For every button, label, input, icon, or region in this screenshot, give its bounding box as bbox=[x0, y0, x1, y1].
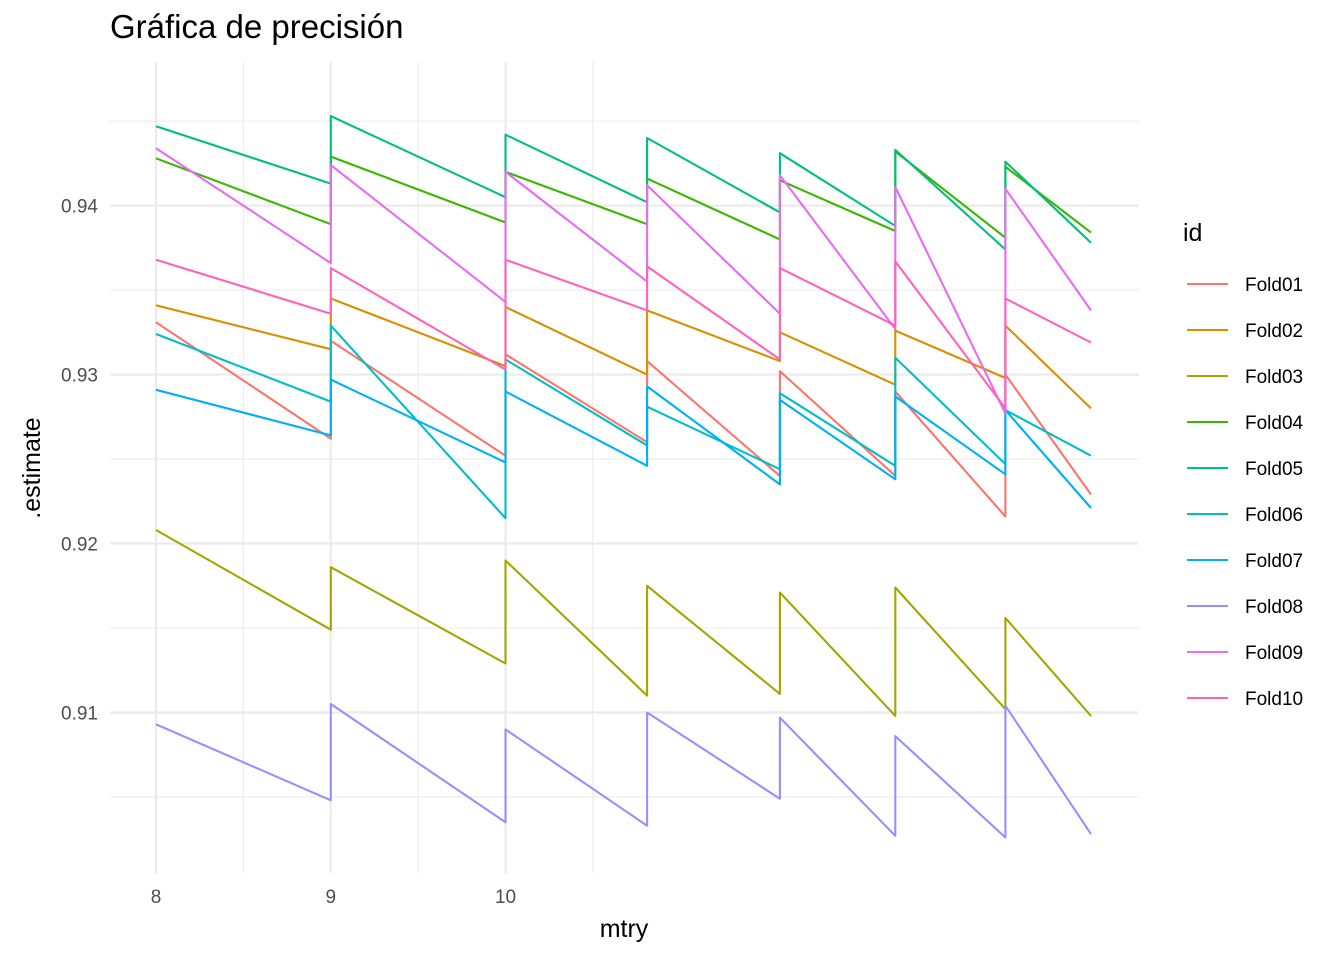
y-tick-label: 0.91 bbox=[61, 703, 98, 724]
y-tick-label: 0.93 bbox=[61, 366, 98, 387]
x-tick-label: 8 bbox=[151, 887, 162, 908]
series-line-fold01 bbox=[155, 321, 1092, 518]
legend-label: Fold03 bbox=[1245, 367, 1303, 388]
series-line-fold02 bbox=[155, 297, 1092, 410]
series-line-fold10 bbox=[155, 258, 1092, 410]
major-gridlines bbox=[110, 62, 1139, 873]
series-lines bbox=[155, 115, 1092, 839]
y-tick-labels: 0.91 0.92 0.93 0.94 bbox=[61, 197, 98, 725]
legend-label: Fold06 bbox=[1245, 505, 1303, 526]
minor-gridlines bbox=[110, 62, 1139, 873]
legend-item-fold06: Fold06 bbox=[1187, 505, 1303, 526]
series-line-fold05 bbox=[155, 115, 1092, 251]
legend-item-fold02: Fold02 bbox=[1187, 321, 1303, 342]
legend-label: Fold08 bbox=[1245, 597, 1303, 618]
series-line-fold08 bbox=[155, 702, 1092, 839]
x-axis-title: mtry bbox=[600, 915, 649, 943]
series-line-fold06 bbox=[155, 324, 1092, 520]
legend-label: Fold02 bbox=[1245, 321, 1303, 342]
legend-item-fold01: Fold01 bbox=[1187, 275, 1303, 296]
x-tick-label: 9 bbox=[325, 887, 336, 908]
legend-label: Fold01 bbox=[1245, 275, 1303, 296]
series-line-fold03 bbox=[155, 529, 1092, 717]
legend: id Fold01 Fold02 Fold03 Fold04 Fold05 Fold06 F… bbox=[1183, 219, 1304, 710]
x-tick-labels: 8 9 10 bbox=[151, 887, 516, 908]
series-line-fold09 bbox=[155, 147, 1092, 415]
legend-item-fold10: Fold10 bbox=[1187, 689, 1303, 710]
y-tick-label: 0.94 bbox=[61, 197, 98, 218]
legend-item-fold05: Fold05 bbox=[1187, 459, 1303, 480]
legend-item-fold07: Fold07 bbox=[1187, 551, 1303, 572]
legend-label: Fold04 bbox=[1245, 413, 1304, 434]
legend-title: id bbox=[1183, 219, 1202, 247]
series-line-fold07 bbox=[155, 378, 1092, 509]
chart-title: Gráfica de precisión bbox=[110, 8, 404, 45]
legend-item-fold08: Fold08 bbox=[1187, 597, 1303, 618]
legend-label: Fold10 bbox=[1245, 689, 1303, 710]
series-line-fold04 bbox=[155, 150, 1092, 241]
legend-item-fold04: Fold04 bbox=[1187, 413, 1304, 434]
legend-label: Fold05 bbox=[1245, 459, 1303, 480]
y-tick-label: 0.92 bbox=[61, 535, 98, 556]
legend-label: Fold07 bbox=[1245, 551, 1303, 572]
legend-label: Fold09 bbox=[1245, 643, 1303, 664]
legend-item-fold09: Fold09 bbox=[1187, 643, 1303, 664]
legend-item-fold03: Fold03 bbox=[1187, 367, 1303, 388]
y-axis-title: .estimate bbox=[18, 417, 46, 518]
x-tick-label: 10 bbox=[495, 887, 516, 908]
